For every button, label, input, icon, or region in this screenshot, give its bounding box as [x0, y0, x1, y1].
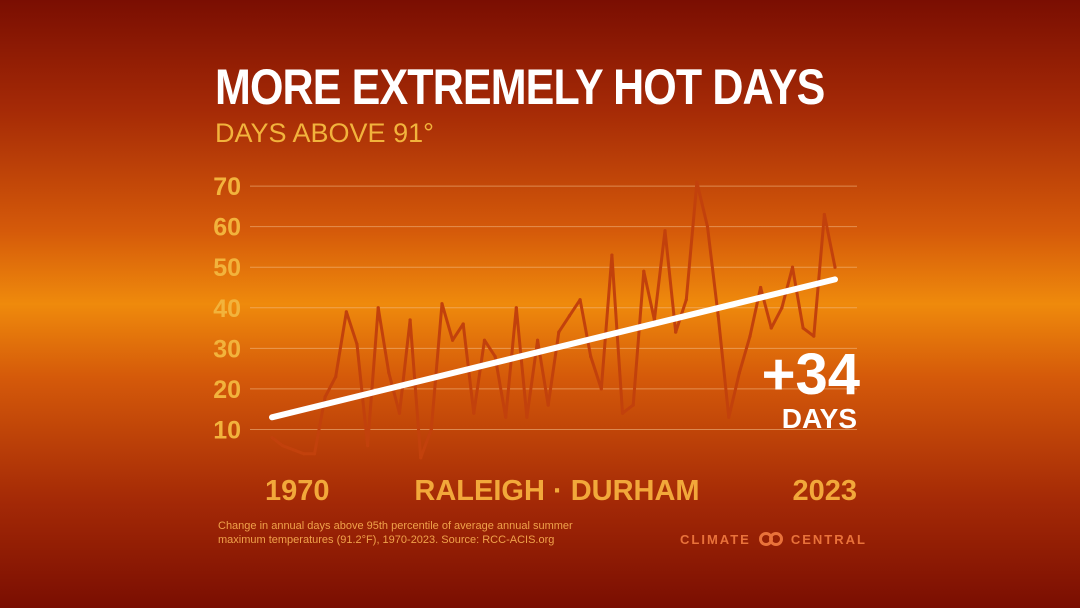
- data-point: [281, 444, 285, 448]
- chart-title: MORE EXTREMELY HOT DAYS: [215, 59, 825, 115]
- data-point: [302, 452, 306, 456]
- data-point: [535, 338, 540, 342]
- logo-text-right: CENTRAL: [790, 531, 867, 547]
- data-point: [599, 387, 603, 391]
- data-point: [557, 330, 561, 334]
- data-point: [620, 411, 625, 415]
- data-point: [567, 314, 572, 318]
- y-tick-label: 30: [213, 335, 241, 363]
- data-point: [642, 269, 646, 273]
- y-tick-label: 10: [213, 416, 241, 444]
- data-point: [759, 285, 763, 290]
- data-point: [493, 354, 497, 359]
- data-point: [514, 306, 518, 310]
- data-point: [397, 411, 402, 415]
- data-point: [780, 306, 784, 310]
- y-tick-label: 40: [213, 295, 241, 323]
- data-point: [769, 326, 773, 330]
- data-point: [387, 371, 391, 375]
- data-point: [790, 265, 795, 269]
- data-point: [684, 298, 688, 302]
- data-point: [663, 229, 667, 233]
- data-point: [344, 310, 348, 314]
- location-label: RALEIGH · DURHAM: [414, 475, 699, 507]
- data-point: [323, 395, 327, 399]
- data-point: [429, 427, 433, 432]
- data-point: [334, 375, 338, 379]
- y-tick-label: 50: [213, 254, 241, 282]
- logo-rings-icon: [758, 532, 783, 546]
- data-point: [695, 180, 699, 184]
- change-annotation-value: +34: [762, 342, 860, 407]
- data-point: [546, 403, 550, 407]
- data-point: [589, 354, 593, 359]
- y-tick-label: 20: [213, 376, 241, 404]
- data-point: [482, 338, 487, 342]
- data-point: [440, 302, 444, 306]
- data-point: [461, 322, 465, 326]
- data-point: [833, 265, 837, 269]
- data-point: [355, 342, 359, 346]
- data-point: [291, 448, 295, 452]
- x-axis-end-label: 2023: [792, 475, 857, 507]
- series-line: [270, 180, 837, 460]
- data-point: [737, 371, 741, 375]
- data-point: [504, 415, 508, 419]
- logo-text-left: CLIMATE: [680, 531, 751, 547]
- data-point: [312, 452, 317, 456]
- trend-line: [269, 276, 838, 421]
- data-point: [366, 444, 370, 448]
- x-axis-start-label: 1970: [265, 475, 330, 507]
- data-point: [525, 415, 529, 419]
- data-point: [578, 298, 582, 302]
- data-point: [610, 253, 614, 257]
- data-point: [822, 212, 826, 217]
- data-point: [450, 338, 455, 342]
- data-point: [376, 306, 380, 310]
- data-point: [472, 411, 476, 415]
- data-point: [408, 318, 412, 322]
- data-point: [812, 334, 816, 338]
- data-point: [801, 326, 805, 330]
- climate-central-logo: CLIMATE CENTRAL: [680, 531, 867, 547]
- data-point: [270, 435, 274, 440]
- y-tick-label: 70: [213, 173, 241, 201]
- data-point: [705, 225, 710, 229]
- data-point: [674, 330, 678, 334]
- data-point: [631, 403, 635, 407]
- change-annotation-unit: DAYS: [782, 403, 857, 434]
- data-point: [419, 456, 423, 460]
- chart-subtitle: DAYS ABOVE 91°: [215, 118, 434, 148]
- data-point: [748, 334, 752, 338]
- data-point: [716, 314, 720, 318]
- data-point: [727, 415, 731, 419]
- y-tick-label: 60: [213, 214, 241, 242]
- source-footnote: Change in annual days above 95th percent…: [218, 520, 573, 546]
